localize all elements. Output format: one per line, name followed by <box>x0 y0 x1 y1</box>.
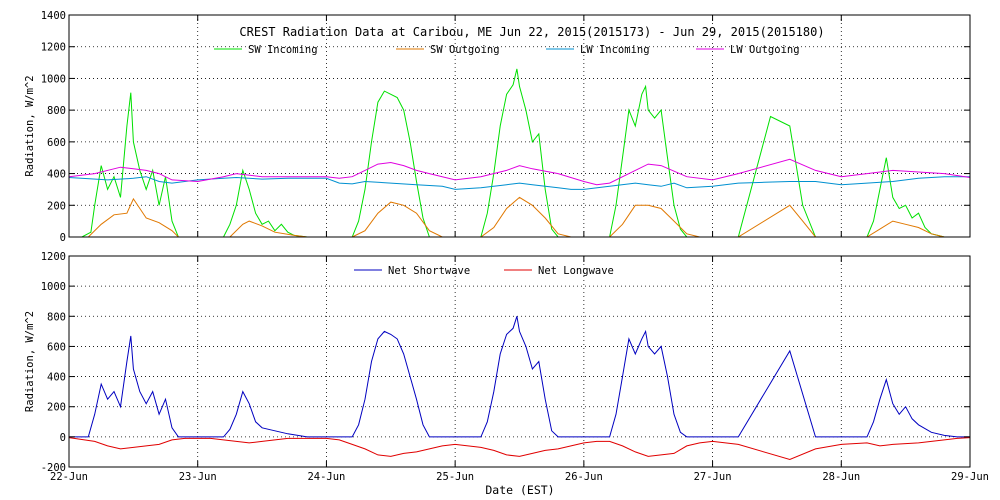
y-tick-label: 1200 <box>41 251 66 263</box>
top-panel-radiation: 0 200 400 600 800 1000 1200 1400 Radiation, W/m^… <box>24 10 971 244</box>
plot-frame <box>68 255 971 468</box>
y-tick-label: 200 <box>47 402 66 414</box>
y-tick-label: 200 <box>47 200 66 212</box>
y-tick-label: 800 <box>47 105 66 117</box>
y-tick-label: 0 <box>60 232 66 244</box>
x-tick-label: 26-Jun <box>565 471 603 483</box>
series-line-sw-incoming <box>69 68 970 238</box>
x-tick-label: 23-Jun <box>179 471 217 483</box>
y-tick-label: 600 <box>47 137 66 149</box>
x-tick-label: 24-Jun <box>307 471 345 483</box>
bottom-panel-net-radiation: -200 0 200 400 600 800 1000 1200 Radiation, W/m^… <box>24 251 989 483</box>
series-line-lw-incoming <box>68 176 970 190</box>
x-tick-label: 22-Jun <box>50 471 88 483</box>
y-tick-label: 400 <box>47 169 66 181</box>
x-tick-label: 28-Jun <box>822 471 860 483</box>
y-tick-label: 1200 <box>41 42 66 54</box>
y-tick-label: 1000 <box>41 73 66 85</box>
chart-title: CREST Radiation Data at Caribou, ME Jun … <box>239 25 824 39</box>
series-line-lw-outgoing <box>68 158 971 186</box>
y-axis-label: Radiation, W/m^2 <box>24 75 36 176</box>
x-axis-label: Date (EST) <box>485 483 554 497</box>
legend-label: LW Incoming <box>580 44 650 56</box>
y-tick-label: 0 <box>60 432 66 444</box>
legend-label: Net Shortwave <box>388 265 470 277</box>
x-tick-label: 29-Jun <box>951 471 989 483</box>
series-line-net-longwave <box>68 437 971 461</box>
series-line-sw-outgoing <box>69 196 970 238</box>
x-tick-label: 27-Jun <box>694 471 732 483</box>
x-tick-label: 25-Jun <box>436 471 474 483</box>
legend-label: SW Incoming <box>248 44 318 56</box>
legend-label: SW Outgoing <box>430 44 500 56</box>
y-tick-label: 1400 <box>41 10 66 22</box>
y-tick-label: 600 <box>47 341 66 353</box>
y-tick-label: -200 <box>41 462 66 474</box>
y-axis-label: Radiation, W/m^2 <box>24 311 36 412</box>
legend-label: LW Outgoing <box>730 44 800 56</box>
legend-label: Net Longwave <box>538 265 614 277</box>
series-line-net-shortwave <box>69 316 970 438</box>
y-tick-label: 800 <box>47 311 66 323</box>
y-tick-label: 1000 <box>41 281 66 293</box>
y-tick-label: 400 <box>47 372 66 384</box>
plot-frame <box>68 14 971 238</box>
